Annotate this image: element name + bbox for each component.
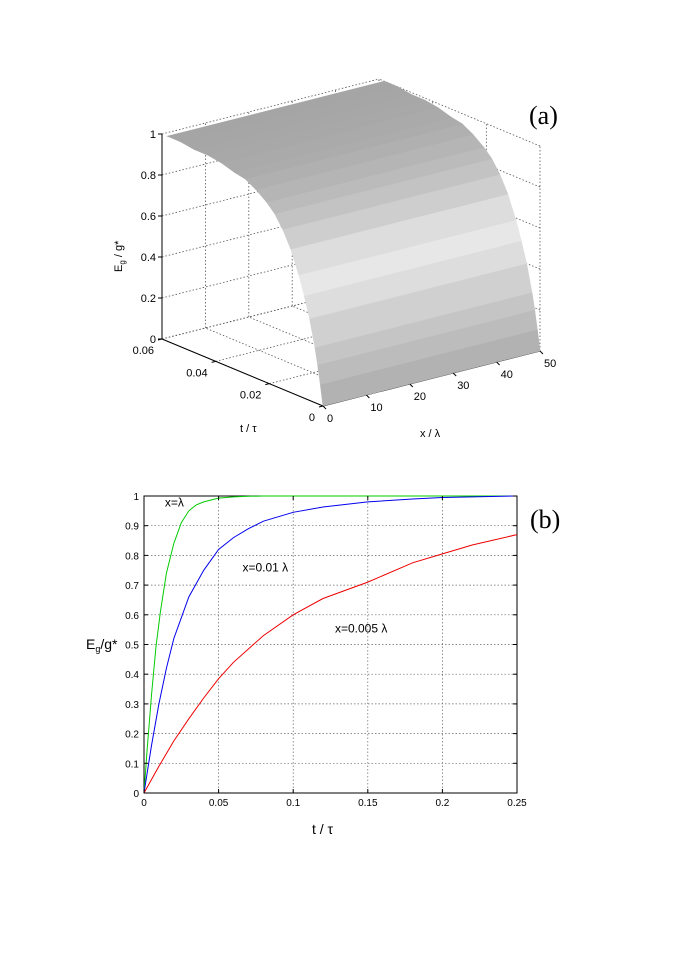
x-tick-mark-1 <box>366 394 370 399</box>
panel-label-a: (a) <box>529 101 558 130</box>
x-tick-mark-4 <box>496 361 500 366</box>
grid-side-z-4 <box>378 119 541 188</box>
x-tick-label-4: 40 <box>501 369 513 381</box>
x-tick-label-3: 30 <box>457 380 469 392</box>
zlabel-a: Eg / g* <box>113 240 127 272</box>
t-tick-label-0: 0 <box>309 412 315 424</box>
x-tick-mark-3 <box>452 372 457 377</box>
t-tick-label-3: 0.06 <box>133 345 154 357</box>
x-tick-label-0: 0 <box>327 413 333 425</box>
z-tick-label-3: 0.6 <box>141 211 156 223</box>
z-tick-label-4: 0.8 <box>141 170 156 182</box>
z-tick-label-5: 1 <box>150 129 156 141</box>
x-tick-mark-5 <box>539 350 544 355</box>
x-tick-label-2: 20 <box>414 391 426 403</box>
z-tick-label-1: 0.2 <box>141 293 156 305</box>
xlabel-a: x / λ <box>420 428 441 440</box>
t-axis-line <box>161 338 324 407</box>
surface-a <box>166 80 541 407</box>
t-tick-mark-2 <box>211 360 216 363</box>
t-tick-label-2: 0.04 <box>186 367 207 379</box>
z-tick-label-2: 0.4 <box>141 252 156 264</box>
x-tick-label-1: 10 <box>370 402 382 414</box>
ylabel-a: t / τ <box>240 423 257 435</box>
x-tick-mark-0 <box>322 405 327 410</box>
x-tick-mark-2 <box>409 383 414 388</box>
t-tick-mark-1 <box>265 383 270 386</box>
x-tick-label-5: 50 <box>544 358 556 370</box>
t-tick-mark-0 <box>318 405 324 408</box>
t-tick-label-1: 0.02 <box>240 390 261 402</box>
grid-back-z-5 <box>161 78 380 135</box>
surface-strip-17 <box>166 80 399 143</box>
grid-side-z-5 <box>378 78 541 147</box>
z-tick-label-0: 0 <box>150 334 156 346</box>
